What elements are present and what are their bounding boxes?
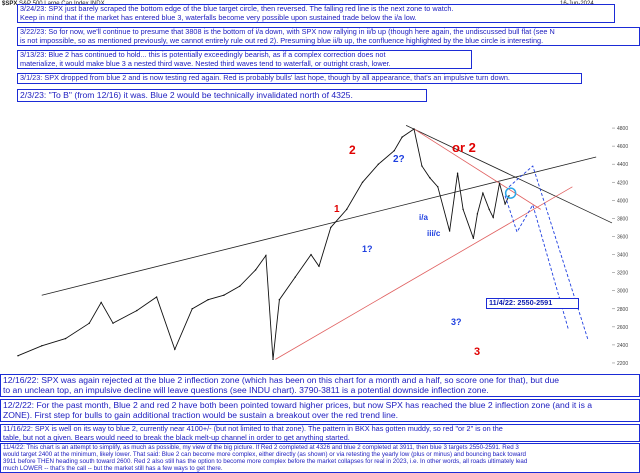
y-tick-label: 3000: [617, 289, 628, 295]
price-point: [41, 345, 43, 347]
y-axis-ticks: 2200 2400 2600 2800 3000 3200 3400 3600 3800 4000…: [612, 126, 628, 367]
price-point: [413, 128, 415, 130]
price-point: [472, 237, 475, 239]
price-point: [476, 213, 479, 215]
price-point: [498, 182, 501, 184]
y-tick-label: 4600: [617, 144, 628, 150]
price-point: [191, 308, 193, 310]
price-point: [112, 322, 114, 324]
price-point: [294, 276, 296, 278]
wave-label-3q: 3?: [451, 317, 462, 327]
y-tick-label: 4200: [617, 180, 628, 186]
note-2-3-23: 2/3/23: "To B" (from 12/16) it was. Blue…: [17, 89, 427, 102]
y-tick-label: 4800: [617, 126, 628, 132]
price-point: [239, 285, 241, 287]
price-point: [272, 358, 274, 361]
price-point: [508, 195, 510, 197]
price-point: [310, 253, 312, 256]
y-tick-label: 2800: [617, 307, 628, 313]
price-point: [254, 269, 257, 271]
price-point: [448, 230, 451, 232]
price-point: [136, 309, 138, 312]
price-point: [88, 322, 90, 324]
note-3-24-23: 3/24/23: SPX just barely scraped the bot…: [17, 4, 615, 23]
price-point: [265, 254, 267, 257]
price-line: [17, 128, 510, 360]
black-falling-line: [405, 124, 613, 224]
red-projection-path: [508, 165, 589, 341]
y-tick-label: 3800: [617, 216, 628, 222]
trend-lines: [41, 124, 613, 360]
note-3-13-23: 3/13/23: Blue 2 has continued to hold...…: [17, 50, 472, 69]
y-tick-label: 2600: [617, 325, 628, 331]
price-point: [462, 208, 464, 211]
note-11-16-22: 11/16/22: SPX is well on its way to blue…: [0, 424, 640, 442]
y-tick-label: 2200: [617, 361, 628, 367]
note-12-16-22: 12/16/22: SPX was again rejected at the …: [0, 374, 640, 397]
price-point: [401, 136, 403, 138]
y-tick-label: 3600: [617, 234, 628, 240]
black-trend-line: [41, 156, 597, 296]
price-point: [361, 181, 364, 183]
price-point: [393, 149, 395, 152]
target-label: 11/4/22: 2550-2591: [486, 298, 579, 309]
price-point: [377, 163, 380, 165]
price-point: [488, 208, 490, 211]
wave-label-red-1: 1: [334, 204, 340, 215]
price-point: [345, 208, 348, 211]
red-rising-line: [275, 186, 573, 360]
y-tick-label: 3400: [617, 253, 628, 259]
y-tick-label: 2400: [617, 343, 628, 349]
price-point: [429, 177, 431, 179]
note-3-1-23: 3/1/23: SPX dropped from blue 2 and is n…: [17, 73, 582, 84]
projection-paths: [504, 165, 589, 341]
price-point: [330, 226, 332, 229]
wave-label-red-2: 2: [349, 143, 356, 157]
note-3-22-23: 3/22/23: So for now, we'll continue to p…: [17, 27, 640, 46]
price-point: [504, 203, 506, 205]
price-point: [174, 348, 176, 351]
price-point: [100, 301, 102, 304]
price-point: [17, 355, 19, 357]
wave-label-ia: i/a: [419, 213, 428, 222]
y-tick-label: 3200: [617, 271, 628, 277]
price-point: [421, 165, 423, 167]
symbol: $SPX: [2, 1, 18, 7]
wave-label-blue-1q: 1?: [362, 244, 373, 254]
price-point: [482, 192, 484, 194]
wave-label-blue-2q: 2?: [393, 154, 405, 165]
price-point: [492, 216, 494, 219]
price-point: [437, 186, 439, 188]
price-point: [207, 299, 209, 301]
price-point: [155, 296, 158, 298]
blue-projection-path: [504, 195, 569, 330]
price-point: [456, 172, 459, 174]
price-point: [64, 337, 67, 340]
note-12-2-22: 12/2/22: For the past month, Blue 2 and …: [0, 399, 640, 422]
note-11-4-22: 11/4/22: This chart is an attempt to sim…: [0, 443, 640, 473]
price-point: [223, 294, 225, 296]
blue-target-circle: [504, 187, 517, 199]
price-point: [318, 265, 320, 267]
wave-label-or-2: or 2: [452, 140, 476, 155]
red-falling-line: [413, 128, 541, 210]
y-tick-label: 4000: [617, 198, 628, 204]
wave-label-red-3: 3: [474, 346, 481, 358]
price-point: [278, 299, 281, 301]
y-tick-label: 4400: [617, 162, 628, 168]
wave-label-iiic: iii/c: [427, 229, 441, 238]
price-series: [17, 128, 510, 361]
